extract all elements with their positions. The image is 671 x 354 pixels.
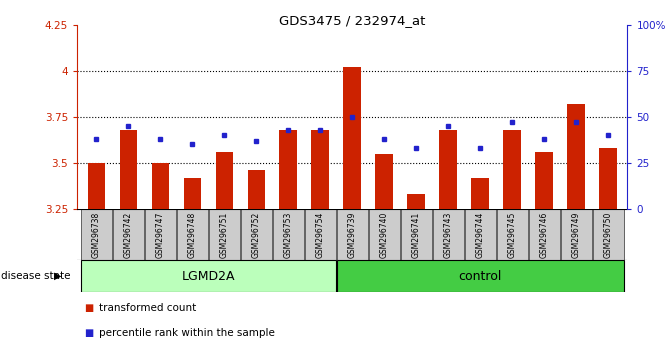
Text: disease state: disease state [1, 271, 71, 281]
FancyBboxPatch shape [529, 209, 560, 260]
Text: GSM296740: GSM296740 [380, 211, 389, 258]
Text: GSM296746: GSM296746 [539, 211, 549, 258]
Text: GSM296751: GSM296751 [220, 211, 229, 258]
Text: GSM296743: GSM296743 [444, 211, 453, 258]
FancyBboxPatch shape [337, 209, 368, 260]
Bar [344, 67, 361, 209]
Text: GSM296752: GSM296752 [252, 211, 261, 258]
Text: GSM296738: GSM296738 [92, 211, 101, 258]
FancyBboxPatch shape [241, 209, 272, 260]
FancyBboxPatch shape [337, 260, 623, 292]
Bar [87, 163, 105, 209]
Bar [472, 178, 489, 209]
Text: LGMD2A: LGMD2A [182, 270, 235, 282]
Text: ■: ■ [84, 303, 93, 313]
FancyBboxPatch shape [177, 209, 208, 260]
Text: ■: ■ [84, 328, 93, 338]
Text: control: control [458, 270, 502, 282]
Text: GSM296754: GSM296754 [316, 211, 325, 258]
FancyBboxPatch shape [433, 209, 464, 260]
FancyBboxPatch shape [81, 209, 111, 260]
FancyBboxPatch shape [81, 260, 336, 292]
Bar [215, 152, 233, 209]
FancyBboxPatch shape [593, 209, 623, 260]
Bar [535, 152, 553, 209]
Text: transformed count: transformed count [99, 303, 196, 313]
Text: GSM296749: GSM296749 [572, 211, 580, 258]
FancyBboxPatch shape [305, 209, 336, 260]
Bar [376, 154, 393, 209]
Text: GSM296750: GSM296750 [604, 211, 613, 258]
Bar [311, 130, 329, 209]
Bar [407, 194, 425, 209]
FancyBboxPatch shape [369, 209, 400, 260]
Bar [280, 130, 297, 209]
Bar [599, 148, 617, 209]
Text: GSM296742: GSM296742 [124, 211, 133, 258]
Text: GSM296745: GSM296745 [508, 211, 517, 258]
Bar [568, 104, 585, 209]
Text: GSM296741: GSM296741 [412, 211, 421, 258]
Bar [248, 170, 265, 209]
FancyBboxPatch shape [561, 209, 592, 260]
FancyBboxPatch shape [209, 209, 240, 260]
FancyBboxPatch shape [497, 209, 527, 260]
FancyBboxPatch shape [113, 209, 144, 260]
Bar [119, 130, 137, 209]
Text: ▶: ▶ [54, 271, 62, 281]
Text: GSM296753: GSM296753 [284, 211, 293, 258]
Text: GSM296747: GSM296747 [156, 211, 165, 258]
FancyBboxPatch shape [465, 209, 496, 260]
Bar [503, 130, 521, 209]
FancyBboxPatch shape [145, 209, 176, 260]
Text: percentile rank within the sample: percentile rank within the sample [99, 328, 274, 338]
Text: GSM296748: GSM296748 [188, 211, 197, 258]
Text: GSM296739: GSM296739 [348, 211, 357, 258]
Bar [184, 178, 201, 209]
Text: GDS3475 / 232974_at: GDS3475 / 232974_at [279, 14, 425, 27]
Bar [440, 130, 457, 209]
Text: GSM296744: GSM296744 [476, 211, 484, 258]
FancyBboxPatch shape [401, 209, 431, 260]
Bar [152, 163, 169, 209]
FancyBboxPatch shape [273, 209, 304, 260]
